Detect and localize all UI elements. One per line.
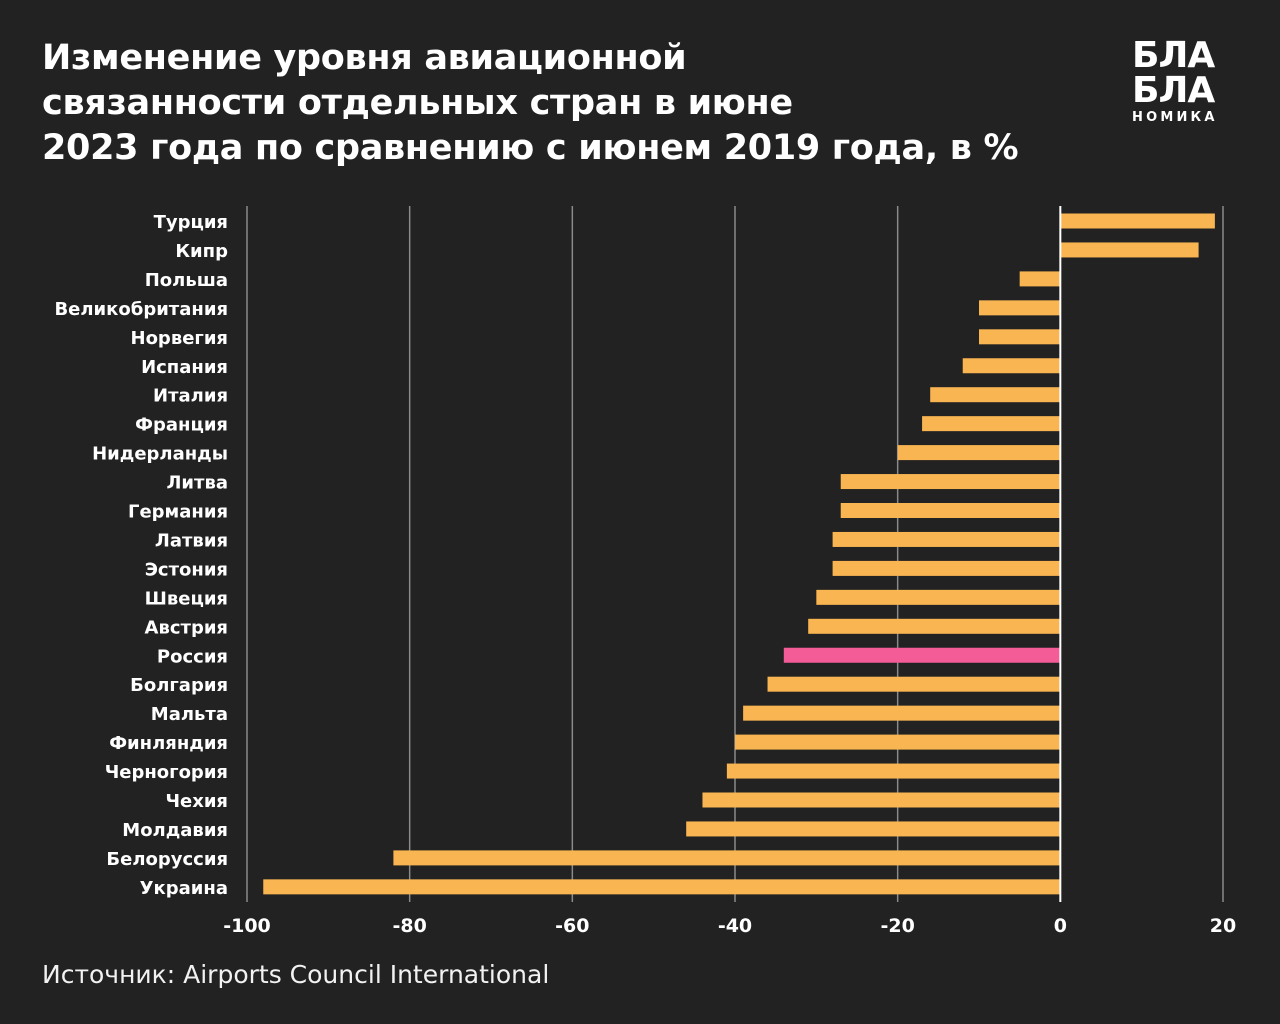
category-label: Белоруссия — [106, 849, 228, 870]
bar — [832, 560, 1061, 576]
category-label: Латвия — [155, 530, 228, 551]
bar — [840, 474, 1061, 490]
bar — [816, 589, 1061, 605]
bar — [263, 879, 1061, 895]
bar — [702, 792, 1061, 808]
bar — [393, 850, 1061, 866]
logo: БЛА БЛА НОМИКА — [1132, 35, 1232, 126]
category-label: Болгария — [130, 675, 228, 696]
bar — [1019, 271, 1061, 287]
source-note: Источник: Airports Council International — [42, 960, 550, 989]
logo-line-3: НОМИКА — [1132, 110, 1218, 125]
bar — [979, 300, 1061, 316]
category-label: Турция — [154, 212, 228, 233]
bar — [1060, 242, 1199, 258]
x-tick-label: -100 — [223, 915, 271, 937]
bar — [767, 676, 1061, 692]
title-line-1: Изменение уровня авиационной — [42, 38, 687, 78]
category-label: Эстония — [145, 559, 228, 580]
category-label: Великобритания — [54, 299, 228, 320]
bar — [783, 647, 1061, 663]
category-label: Норвегия — [131, 328, 229, 349]
bar — [735, 734, 1061, 750]
category-label: Россия — [157, 646, 228, 667]
category-label: Польша — [145, 270, 228, 291]
bar — [897, 445, 1061, 461]
category-label: Молдавия — [122, 820, 228, 841]
title-line-3: 2023 года по сравнению с июнем 2019 года… — [42, 128, 1019, 168]
bar — [832, 531, 1061, 547]
category-label: Испания — [141, 357, 228, 378]
category-label: Литва — [166, 473, 228, 494]
category-label: Финляндия — [109, 733, 228, 754]
logo-line-1: БЛА — [1132, 35, 1215, 76]
category-label: Украина — [140, 878, 228, 899]
category-label: Германия — [128, 502, 228, 523]
bar — [726, 763, 1061, 779]
category-label: Швеция — [145, 588, 228, 609]
bar — [686, 821, 1061, 837]
category-label: Австрия — [145, 617, 228, 638]
bar — [743, 705, 1061, 721]
x-tick-label: 0 — [1054, 915, 1067, 937]
category-label: Мальта — [151, 704, 228, 725]
category-label: Италия — [153, 386, 228, 407]
category-label: Чехия — [165, 791, 228, 812]
bar — [808, 618, 1061, 634]
bar — [930, 387, 1061, 403]
x-tick-label: -60 — [555, 915, 589, 937]
x-tick-label: -40 — [718, 915, 752, 937]
logo-line-2: БЛА — [1132, 70, 1215, 111]
bar — [1060, 213, 1215, 229]
bar — [979, 329, 1061, 345]
x-tick-label: -80 — [393, 915, 427, 937]
category-label: Черногория — [105, 762, 228, 783]
x-tick-label: 20 — [1210, 915, 1236, 937]
title-line-2: связанности отдельных стран в июне — [42, 83, 793, 123]
category-label: Нидерланды — [92, 444, 228, 465]
chart-title: Изменение уровня авиационной связанности… — [42, 36, 1122, 171]
category-label: Франция — [135, 415, 228, 436]
bar — [962, 358, 1061, 374]
bar — [922, 416, 1061, 432]
bar — [840, 503, 1061, 518]
x-tick-label: -20 — [881, 915, 915, 937]
category-label: Кипр — [175, 241, 228, 262]
